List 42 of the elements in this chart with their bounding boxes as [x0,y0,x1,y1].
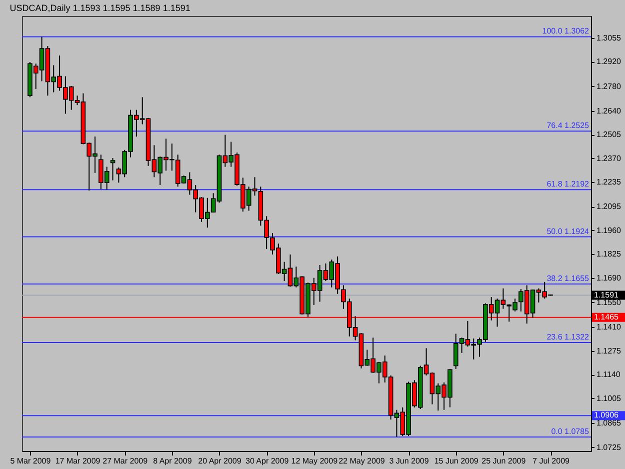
x-tick-label: 3 Jun 2009 [389,456,430,466]
ref-line-label: 0.0 1.0785 [551,426,590,436]
candlestick [110,158,116,181]
y-tick-label: 1.2095 [596,202,622,212]
y-tick-label: 1.1550 [596,298,622,307]
y-tick-label: 1.1140 [596,370,621,380]
x-tick-label: 5 Mar 2009 [10,456,52,466]
y-tick-label: 1.2780 [596,82,622,91]
ref-line-label: 61.8 1.2192 [546,180,590,189]
x-tick-label: 27 Mar 2009 [102,456,148,466]
ref-line-label: 100.0 1.3062 [542,26,590,36]
ref-line-label: 76.4 1.2525 [546,121,590,130]
y-tick-label: 1.1825 [596,250,622,259]
chart-title: USDCAD,Daily 1.1593 1.1595 1.1589 1.1591 [10,3,190,13]
y-tick-label: 1.2235 [596,178,622,187]
y-tick-label: 1.2505 [596,130,622,140]
ref-line-label: 23.6 1.1322 [546,332,590,342]
y-tick-label: 1.0865 [596,418,622,428]
ref-line-label: 1.0906 [594,410,620,420]
y-tick-label: 1.1960 [596,226,622,235]
y-tick-label: 1.1410 [596,322,622,332]
ref-line-label: 1.1591 [594,290,620,300]
x-tick-label: 15 Jun 2009 [434,456,479,466]
ref-line-label: 38.2 1.1655 [546,274,590,284]
x-tick-label: 25 Jun 2009 [482,456,526,466]
x-tick-label: 17 Mar 2009 [55,456,101,466]
y-tick-label: 1.1690 [596,273,622,282]
x-tick-label: 22 May 2009 [338,456,386,466]
x-tick-label: 30 Apr 2009 [245,456,290,466]
x-tick-label: 8 Apr 2009 [153,456,192,466]
x-tick-label: 20 Apr 2009 [198,456,242,466]
y-tick-label: 1.3055 [596,33,622,42]
x-tick-label: 7 Jul 2009 [532,456,570,466]
ref-line-label: 50.0 1.1924 [546,226,590,236]
y-tick-label: 1.2920 [596,57,622,66]
ref-line-label: 1.1465 [594,312,620,322]
y-tick-label: 1.1005 [596,394,622,403]
y-tick-label: 1.1275 [596,346,622,356]
y-tick-label: 1.2640 [596,106,622,116]
x-tick-label: 12 May 2009 [291,456,338,466]
y-tick-label: 1.2370 [596,154,622,163]
y-tick-label: 1.0725 [596,442,622,452]
